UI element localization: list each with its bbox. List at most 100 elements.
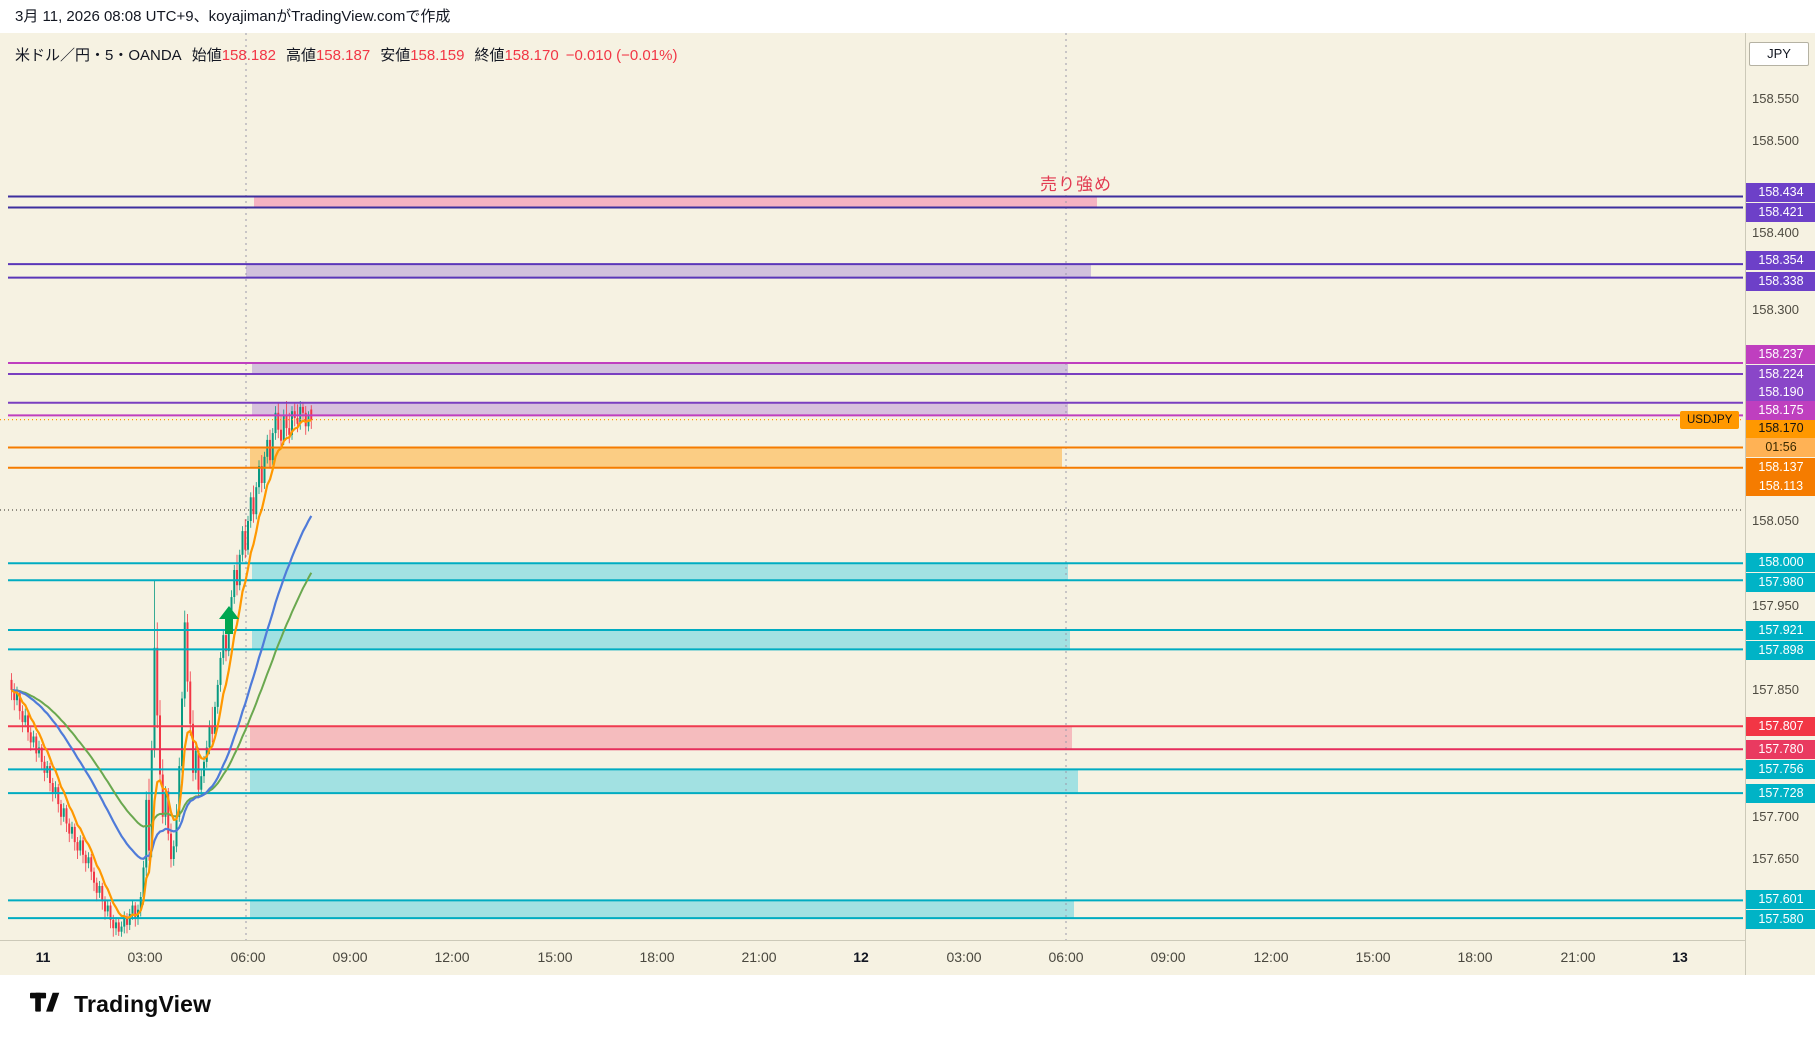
level-price-label[interactable]: 158.354 xyxy=(1746,251,1815,270)
level-price-label[interactable]: 157.601 xyxy=(1746,890,1815,909)
candle-body xyxy=(258,466,260,488)
current-price-label[interactable]: 158.170 xyxy=(1746,419,1815,438)
ohlc-values: 始値158.182 高値158.187 安値158.159 終値158.170 −0.0… xyxy=(182,47,678,64)
candle xyxy=(62,803,65,822)
time-label: 21:00 xyxy=(1560,949,1596,965)
level-price-label[interactable]: 158.190 xyxy=(1746,383,1815,402)
candle xyxy=(200,769,203,797)
candle xyxy=(181,691,183,773)
candle xyxy=(233,564,236,604)
candle-body xyxy=(32,736,35,743)
level-price-label[interactable]: 157.898 xyxy=(1746,641,1815,660)
candle-body xyxy=(282,415,285,441)
time-label: 18:00 xyxy=(639,949,675,965)
candle-body xyxy=(65,808,68,824)
candle-body xyxy=(134,905,137,919)
level-price-label[interactable]: 157.807 xyxy=(1746,717,1815,736)
candle-body xyxy=(249,497,252,521)
tradingview-wordmark: TradingView xyxy=(74,991,212,1017)
up-arrow-marker[interactable] xyxy=(219,606,239,634)
candle-body xyxy=(126,916,128,925)
level-price-label[interactable]: 158.175 xyxy=(1746,401,1815,420)
candle xyxy=(68,818,71,843)
ohlc-label: 終値 xyxy=(474,47,505,64)
candle xyxy=(123,911,126,934)
zone-band[interactable] xyxy=(250,447,1062,468)
level-price-label[interactable]: 158.224 xyxy=(1746,365,1815,384)
candle-body xyxy=(164,791,167,817)
zone-band[interactable] xyxy=(246,264,1091,278)
candle-body xyxy=(178,766,181,817)
level-price-label[interactable]: 158.237 xyxy=(1746,345,1815,364)
candle-body xyxy=(263,456,266,483)
symbol-title[interactable]: 米ドル／円・5・OANDA xyxy=(15,47,182,64)
candle-body xyxy=(10,679,13,690)
candle-body xyxy=(214,706,216,734)
candle-body xyxy=(302,406,304,413)
level-price-label[interactable]: 158.000 xyxy=(1746,553,1815,572)
candle-body xyxy=(131,905,134,914)
level-price-label[interactable]: 157.756 xyxy=(1746,760,1815,779)
candle xyxy=(120,921,123,937)
candle-body xyxy=(145,799,148,868)
symbol-legend[interactable]: 米ドル／円・5・OANDA 始値158.182 高値158.187 安値158.159… xyxy=(15,44,677,65)
time-label: 18:00 xyxy=(1457,949,1493,965)
price-tick: 157.700 xyxy=(1752,809,1799,824)
level-price-label[interactable]: 158.421 xyxy=(1746,203,1815,222)
time-label: 15:00 xyxy=(537,949,573,965)
zone-band[interactable] xyxy=(252,363,1068,374)
zone-band[interactable] xyxy=(254,196,1097,208)
candle xyxy=(109,902,112,929)
candle xyxy=(159,700,161,782)
candle xyxy=(156,622,159,728)
level-price-label[interactable]: 157.580 xyxy=(1746,910,1815,929)
ohlc-value: 158.170 xyxy=(504,47,559,64)
price-tick: 158.550 xyxy=(1752,91,1799,106)
price-tick: 157.650 xyxy=(1752,851,1799,866)
candle-body xyxy=(73,826,76,843)
level-price-label[interactable]: 158.113 xyxy=(1746,477,1815,496)
level-price-label[interactable]: 157.980 xyxy=(1746,573,1815,592)
zone-band[interactable] xyxy=(250,769,1078,794)
ohlc-label: 安値 xyxy=(380,47,411,64)
level-price-label[interactable]: 158.434 xyxy=(1746,183,1815,202)
candle xyxy=(241,526,244,562)
sell-pressure-annotation[interactable]: 売り強め xyxy=(1040,175,1112,194)
time-axis[interactable]: 11 03:00 06:00 09:00 12:00 15:00 18:00 21:00 12 0… xyxy=(0,940,1815,975)
candle-body xyxy=(123,916,126,927)
chart-plot[interactable] xyxy=(0,0,1745,975)
level-price-label[interactable]: 157.921 xyxy=(1746,621,1815,640)
candle-body xyxy=(40,747,43,762)
candle-body xyxy=(304,412,307,427)
candle xyxy=(29,727,32,751)
price-axis[interactable]: JPY 158.170 01:56 158.550 158.500 158.400 1… xyxy=(1745,33,1815,975)
zone-band[interactable] xyxy=(250,726,1072,750)
candle-body xyxy=(35,736,38,754)
candle-body xyxy=(90,857,93,872)
candle xyxy=(51,777,54,802)
zone-band[interactable] xyxy=(250,900,1074,919)
candle xyxy=(236,554,238,596)
chart-pane-background[interactable] xyxy=(0,33,1815,975)
candle xyxy=(302,401,304,422)
level-price-label[interactable]: 158.137 xyxy=(1746,458,1815,477)
zone-band[interactable] xyxy=(252,563,1068,581)
tradingview-logo[interactable]: TradingView xyxy=(30,991,211,1018)
candle xyxy=(249,492,252,528)
time-label-day: 12 xyxy=(853,949,869,965)
level-price-label[interactable]: 158.338 xyxy=(1746,272,1815,291)
tradingview-logo-mark xyxy=(30,992,60,1012)
candle xyxy=(238,549,241,591)
candle xyxy=(186,614,189,692)
level-price-label[interactable]: 157.780 xyxy=(1746,740,1815,759)
candle xyxy=(10,673,13,701)
level-price-label[interactable]: 157.728 xyxy=(1746,784,1815,803)
candle-body xyxy=(280,429,282,441)
time-label: 03:00 xyxy=(946,949,982,965)
candle xyxy=(82,837,84,864)
currency-toggle-button[interactable]: JPY xyxy=(1749,42,1809,66)
zone-band[interactable] xyxy=(252,402,1068,416)
candle-body xyxy=(161,774,164,817)
zone-band[interactable] xyxy=(252,630,1070,650)
candle-body xyxy=(269,439,271,461)
